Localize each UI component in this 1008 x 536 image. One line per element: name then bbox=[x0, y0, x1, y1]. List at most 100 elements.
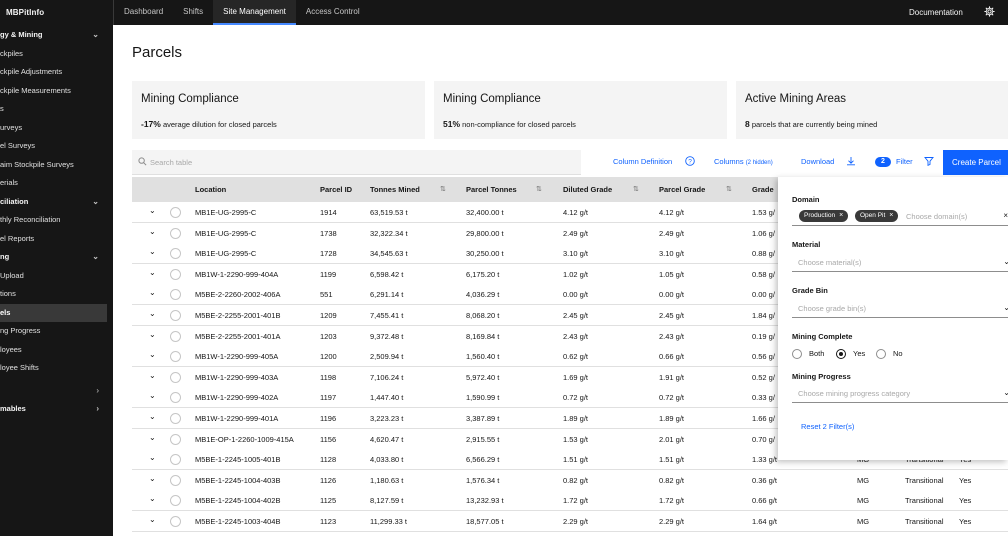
row-select-radio[interactable] bbox=[170, 227, 181, 239]
nav-dashboard[interactable]: Dashboard bbox=[124, 7, 164, 16]
sidebar-item[interactable]: mables › bbox=[0, 400, 113, 418]
download-button[interactable]: Download bbox=[801, 157, 835, 166]
app-brand[interactable]: MBPitInfo bbox=[6, 8, 45, 17]
chevron-down-icon[interactable]: ⌄ bbox=[92, 252, 99, 261]
chevron-down-icon[interactable]: ⌄ bbox=[149, 350, 156, 360]
column-header-diluted-grade[interactable]: Diluted Grade bbox=[563, 185, 613, 194]
chevron-right-icon[interactable]: › bbox=[96, 404, 99, 413]
sort-icon[interactable]: ⇅ bbox=[440, 186, 446, 193]
sidebar-item[interactable]: Upload bbox=[0, 267, 113, 285]
sidebar-item[interactable]: s bbox=[0, 100, 113, 118]
sidebar-item[interactable]: loyees bbox=[0, 341, 113, 359]
column-header-grade[interactable]: Grade bbox=[752, 185, 774, 194]
chevron-down-icon[interactable]: ⌄ bbox=[92, 30, 99, 39]
search-input[interactable] bbox=[150, 156, 570, 169]
table-row[interactable]: ⌄ M5BE-1-2245-1004-403B 1126 1,180.63 t 1,57… bbox=[132, 469, 1008, 491]
mining-progress-multiselect[interactable]: Choose mining progress category ⌄ bbox=[792, 383, 1008, 403]
chevron-down-icon[interactable]: ⌄ bbox=[149, 515, 156, 524]
domain-tag-open-pit[interactable]: Open Pit × bbox=[855, 210, 899, 222]
columns-button[interactable]: Columns (2 hidden) bbox=[714, 157, 773, 166]
chevron-down-icon[interactable]: ⌄ bbox=[1003, 257, 1008, 266]
radio-both[interactable] bbox=[792, 349, 802, 359]
chevron-down-icon[interactable]: ⌄ bbox=[149, 453, 156, 463]
chevron-down-icon[interactable]: ⌄ bbox=[149, 206, 156, 215]
chevron-down-icon[interactable]: ⌄ bbox=[149, 473, 156, 483]
filter-icon[interactable] bbox=[924, 156, 934, 168]
clear-icon[interactable]: × bbox=[1003, 211, 1008, 220]
chevron-right-icon[interactable]: › bbox=[96, 385, 99, 395]
column-header-parcel-tonnes[interactable]: Parcel Tonnes bbox=[466, 185, 517, 194]
sidebar-item[interactable]: ckpile Adjustments bbox=[0, 63, 113, 81]
grade-bin-multiselect[interactable]: Choose grade bin(s) ⌄ bbox=[792, 298, 1008, 318]
column-header-parcel-id[interactable]: Parcel ID bbox=[320, 185, 353, 194]
column-header-tonnes-mined[interactable]: Tonnes Mined bbox=[370, 185, 420, 194]
sidebar-item[interactable]: ng ⌄ bbox=[0, 248, 113, 266]
download-icon[interactable] bbox=[846, 156, 856, 168]
sidebar-item[interactable]: › bbox=[0, 382, 113, 400]
row-select-radio[interactable] bbox=[170, 351, 181, 363]
sidebar-item[interactable]: ckpile Measurements bbox=[0, 82, 113, 100]
sidebar-item[interactable]: urveys bbox=[0, 119, 113, 137]
table-row[interactable]: ⌄ M5BE-1-2245-1003-404B 1123 11,299.33 t 18,… bbox=[132, 511, 1008, 532]
row-select-radio[interactable] bbox=[170, 454, 181, 466]
domain-tag-production[interactable]: Production × bbox=[799, 210, 849, 222]
nav-site-management[interactable]: Site Management bbox=[213, 0, 296, 25]
row-select-radio[interactable] bbox=[170, 371, 181, 383]
chevron-down-icon[interactable]: ⌄ bbox=[149, 309, 156, 318]
row-select-radio[interactable] bbox=[170, 310, 181, 321]
row-select-radio[interactable] bbox=[170, 248, 181, 260]
table-row[interactable]: ⌄ M5BE-1-2245-1004-402B 1125 8,127.59 t 13,2… bbox=[132, 490, 1008, 512]
row-select-radio[interactable] bbox=[170, 474, 181, 486]
filter-button[interactable]: Filter bbox=[896, 157, 913, 166]
chevron-down-icon[interactable]: ⌄ bbox=[149, 267, 156, 277]
sidebar-item[interactable]: tions bbox=[0, 285, 113, 303]
reset-filters-button[interactable]: Reset 2 Filter(s) bbox=[801, 422, 855, 431]
chevron-down-icon[interactable]: ⌄ bbox=[92, 196, 99, 206]
sort-icon[interactable]: ⇅ bbox=[726, 186, 732, 193]
row-select-radio[interactable] bbox=[170, 413, 181, 424]
chevron-down-icon[interactable]: ⌄ bbox=[149, 288, 156, 298]
chevron-down-icon[interactable]: ⌄ bbox=[149, 412, 156, 421]
column-header-location[interactable]: Location bbox=[195, 185, 227, 194]
row-select-radio[interactable] bbox=[170, 207, 181, 218]
sidebar-item[interactable]: ng Progress bbox=[0, 322, 113, 340]
chevron-down-icon[interactable]: ⌄ bbox=[1003, 388, 1008, 397]
sidebar-item[interactable]: gy & Mining ⌄ bbox=[0, 26, 113, 44]
radio-yes[interactable] bbox=[836, 349, 846, 359]
row-select-radio[interactable] bbox=[170, 392, 181, 404]
row-select-radio[interactable] bbox=[170, 495, 181, 507]
row-select-radio[interactable] bbox=[170, 433, 181, 445]
sidebar-item[interactable]: thly Reconciliation bbox=[0, 211, 113, 229]
chevron-down-icon[interactable]: ⌄ bbox=[149, 432, 156, 442]
chevron-down-icon[interactable]: ⌄ bbox=[149, 329, 156, 339]
nav-shifts[interactable]: Shifts bbox=[183, 7, 204, 16]
sidebar-item[interactable]: aim Stockpile Surveys bbox=[0, 156, 113, 174]
chevron-down-icon[interactable]: ⌄ bbox=[149, 391, 156, 401]
help-icon[interactable]: ? bbox=[685, 156, 695, 168]
sidebar-item[interactable]: erials bbox=[0, 174, 113, 192]
sort-icon[interactable]: ⇅ bbox=[633, 186, 639, 193]
nav-access-control[interactable]: Access Control bbox=[305, 7, 360, 16]
domain-multiselect[interactable]: Production × Open Pit × Choose domain(s) × bbox=[792, 206, 1008, 226]
sidebar-item[interactable]: el Reports bbox=[0, 230, 113, 248]
sidebar-item[interactable]: ckpiles bbox=[0, 45, 113, 63]
sidebar-item[interactable]: el Surveys bbox=[0, 137, 113, 155]
sidebar-item[interactable]: ciliation ⌄ bbox=[0, 193, 113, 211]
chevron-down-icon[interactable]: ⌄ bbox=[149, 494, 156, 504]
chevron-down-icon[interactable]: ⌄ bbox=[149, 247, 156, 257]
radio-no[interactable] bbox=[876, 349, 886, 359]
create-parcel-button[interactable]: Create Parcel bbox=[943, 150, 1008, 175]
sidebar-item[interactable]: loyee Shifts bbox=[0, 359, 113, 377]
sidebar-item[interactable]: els bbox=[0, 303, 107, 322]
column-definition-link[interactable]: Column Definition bbox=[613, 157, 673, 166]
row-select-radio[interactable] bbox=[170, 289, 181, 301]
material-multiselect[interactable]: Choose material(s) ⌄ bbox=[792, 252, 1008, 272]
chevron-down-icon[interactable]: ⌄ bbox=[149, 226, 156, 236]
row-select-radio[interactable] bbox=[170, 268, 181, 280]
documentation-link[interactable]: Documentation bbox=[909, 8, 963, 17]
settings-icon[interactable] bbox=[984, 6, 995, 17]
row-select-radio[interactable] bbox=[170, 516, 181, 527]
chevron-down-icon[interactable]: ⌄ bbox=[1003, 303, 1008, 312]
chevron-down-icon[interactable]: ⌄ bbox=[149, 370, 156, 380]
column-header-parcel-grade[interactable]: Parcel Grade bbox=[659, 185, 706, 194]
